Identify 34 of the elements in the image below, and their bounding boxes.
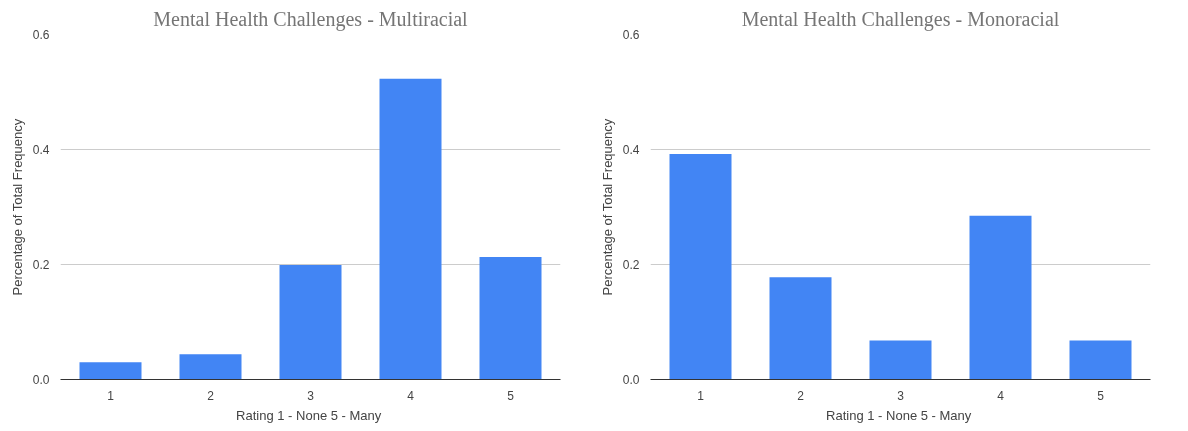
bar [869, 340, 932, 380]
x-tick-label: 2 [207, 388, 215, 403]
x-tick-label: 3 [897, 388, 905, 403]
bar [1069, 340, 1132, 380]
chart-title: Mental Health Challenges - Multiracial [153, 7, 469, 31]
y-tick-label: 0.6 [32, 28, 50, 42]
bar [79, 362, 142, 380]
bar [479, 257, 542, 380]
x-tick-label: 1 [697, 388, 705, 403]
y-tick-label: 0.4 [622, 143, 640, 157]
x-tick-label: 5 [507, 388, 515, 403]
x-tick-label: 1 [107, 388, 115, 403]
x-axis-title: Rating 1 - None 5 - Many [826, 407, 972, 423]
y-axis-title: Percentage of Total Frequency [9, 118, 25, 296]
y-tick-label: 0.4 [32, 143, 50, 157]
bar [179, 354, 242, 380]
x-tick-label: 5 [1097, 388, 1105, 403]
x-tick-label: 4 [407, 388, 415, 403]
y-tick-label: 0.2 [32, 258, 50, 272]
x-tick-label: 4 [997, 388, 1005, 403]
y-tick-label: 0.6 [622, 28, 640, 42]
x-tick-label: 2 [797, 388, 805, 403]
bar [379, 78, 442, 380]
bar [279, 265, 342, 380]
y-tick-label: 0.2 [622, 258, 640, 272]
bar [969, 215, 1032, 380]
bar [769, 277, 832, 380]
y-axis-title: Percentage of Total Frequency [599, 118, 615, 296]
y-tick-label: 0.0 [622, 373, 640, 387]
x-tick-label: 3 [307, 388, 315, 403]
bar [669, 154, 732, 380]
chart-title: Mental Health Challenges - Monoracial [741, 7, 1060, 31]
y-tick-label: 0.0 [32, 373, 50, 387]
x-axis-title: Rating 1 - None 5 - Many [236, 407, 382, 423]
